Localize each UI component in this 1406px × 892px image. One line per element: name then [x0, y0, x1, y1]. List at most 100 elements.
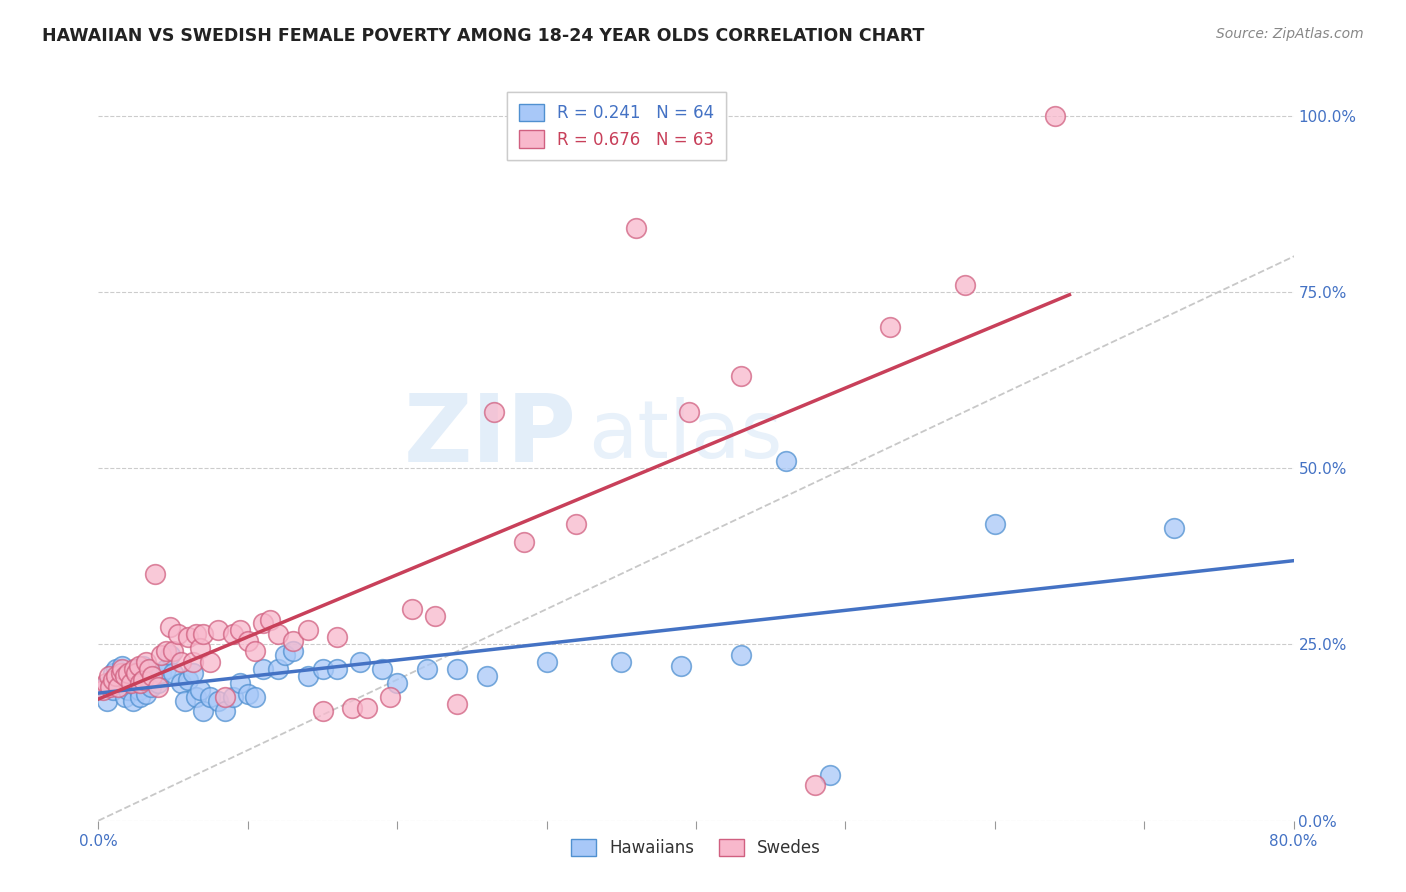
Point	[132, 658, 155, 673]
Point	[103, 665, 125, 680]
Point	[162, 665, 184, 680]
Point	[181, 655, 204, 669]
Point	[879, 320, 901, 334]
Point	[229, 676, 252, 690]
Point	[513, 535, 536, 549]
Point	[267, 662, 290, 676]
Point	[191, 704, 214, 718]
Point	[188, 640, 211, 655]
Point	[159, 620, 181, 634]
Point	[177, 673, 200, 687]
Point	[200, 690, 222, 705]
Point	[136, 662, 159, 676]
Point	[114, 676, 136, 690]
Point	[117, 665, 139, 680]
Point	[678, 405, 700, 419]
Point	[281, 633, 304, 648]
Point	[128, 658, 150, 673]
Point	[184, 690, 207, 705]
Point	[423, 609, 446, 624]
Point	[245, 690, 267, 705]
Point	[1163, 521, 1185, 535]
Point	[125, 662, 148, 676]
Text: ZIP: ZIP	[404, 390, 576, 482]
Point	[135, 687, 157, 701]
Point	[110, 680, 132, 694]
Point	[125, 673, 148, 687]
Point	[128, 683, 150, 698]
Text: HAWAIIAN VS SWEDISH FEMALE POVERTY AMONG 18-24 YEAR OLDS CORRELATION CHART: HAWAIIAN VS SWEDISH FEMALE POVERTY AMONG…	[42, 27, 925, 45]
Point	[114, 669, 136, 683]
Point	[107, 673, 129, 687]
Point	[114, 690, 136, 705]
Point	[730, 369, 752, 384]
Point	[730, 648, 752, 662]
Point	[565, 517, 588, 532]
Point	[107, 680, 129, 694]
Legend: Hawaiians, Swedes: Hawaiians, Swedes	[564, 832, 828, 864]
Point	[297, 669, 319, 683]
Point	[120, 665, 142, 680]
Point	[181, 665, 204, 680]
Point	[96, 694, 118, 708]
Point	[129, 676, 152, 690]
Point	[297, 624, 319, 638]
Point	[446, 662, 468, 676]
Point	[121, 694, 143, 708]
Point	[236, 633, 259, 648]
Point	[138, 662, 160, 676]
Point	[775, 454, 797, 468]
Point	[484, 405, 506, 419]
Point	[326, 630, 349, 644]
Point	[177, 630, 200, 644]
Point	[281, 644, 304, 658]
Point	[252, 616, 274, 631]
Point	[132, 676, 155, 690]
Point	[139, 680, 162, 694]
Point	[267, 627, 290, 641]
Text: Source: ZipAtlas.com: Source: ZipAtlas.com	[1216, 27, 1364, 41]
Point	[141, 669, 163, 683]
Point	[984, 517, 1007, 532]
Point	[349, 655, 371, 669]
Point	[120, 676, 142, 690]
Point	[110, 665, 132, 680]
Point	[105, 662, 128, 676]
Point	[610, 655, 633, 669]
Point	[311, 662, 333, 676]
Point	[222, 690, 245, 705]
Point	[98, 676, 122, 690]
Point	[446, 698, 468, 712]
Point	[105, 669, 128, 683]
Point	[188, 683, 211, 698]
Point	[385, 676, 409, 690]
Point	[378, 690, 401, 705]
Point	[214, 690, 236, 705]
Point	[148, 676, 170, 690]
Point	[191, 627, 214, 641]
Point	[669, 658, 692, 673]
Point	[132, 673, 155, 687]
Point	[94, 676, 117, 690]
Point	[129, 690, 152, 705]
Point	[229, 624, 252, 638]
Point	[143, 669, 166, 683]
Point	[169, 655, 191, 669]
Point	[536, 655, 558, 669]
Point	[356, 701, 378, 715]
Point	[111, 658, 134, 673]
Point	[475, 669, 498, 683]
Point	[169, 676, 191, 690]
Point	[93, 680, 115, 694]
Point	[371, 662, 394, 676]
Point	[143, 566, 166, 581]
Point	[820, 768, 842, 782]
Point	[804, 778, 827, 792]
Point	[259, 613, 281, 627]
Point	[148, 680, 170, 694]
Point	[97, 669, 120, 683]
Point	[200, 655, 222, 669]
Point	[1043, 109, 1066, 123]
Point	[155, 644, 177, 658]
Point	[245, 644, 267, 658]
